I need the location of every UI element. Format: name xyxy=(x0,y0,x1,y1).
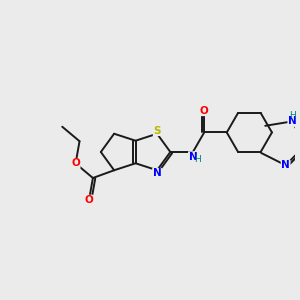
Text: N: N xyxy=(153,168,161,178)
Text: O: O xyxy=(85,195,93,205)
Text: N: N xyxy=(188,152,197,162)
Text: O: O xyxy=(71,158,80,169)
Text: O: O xyxy=(200,106,208,116)
Text: H: H xyxy=(194,155,201,164)
Text: N: N xyxy=(288,116,297,126)
Text: H: H xyxy=(289,111,296,120)
Text: N: N xyxy=(281,160,290,170)
Text: S: S xyxy=(153,125,161,136)
